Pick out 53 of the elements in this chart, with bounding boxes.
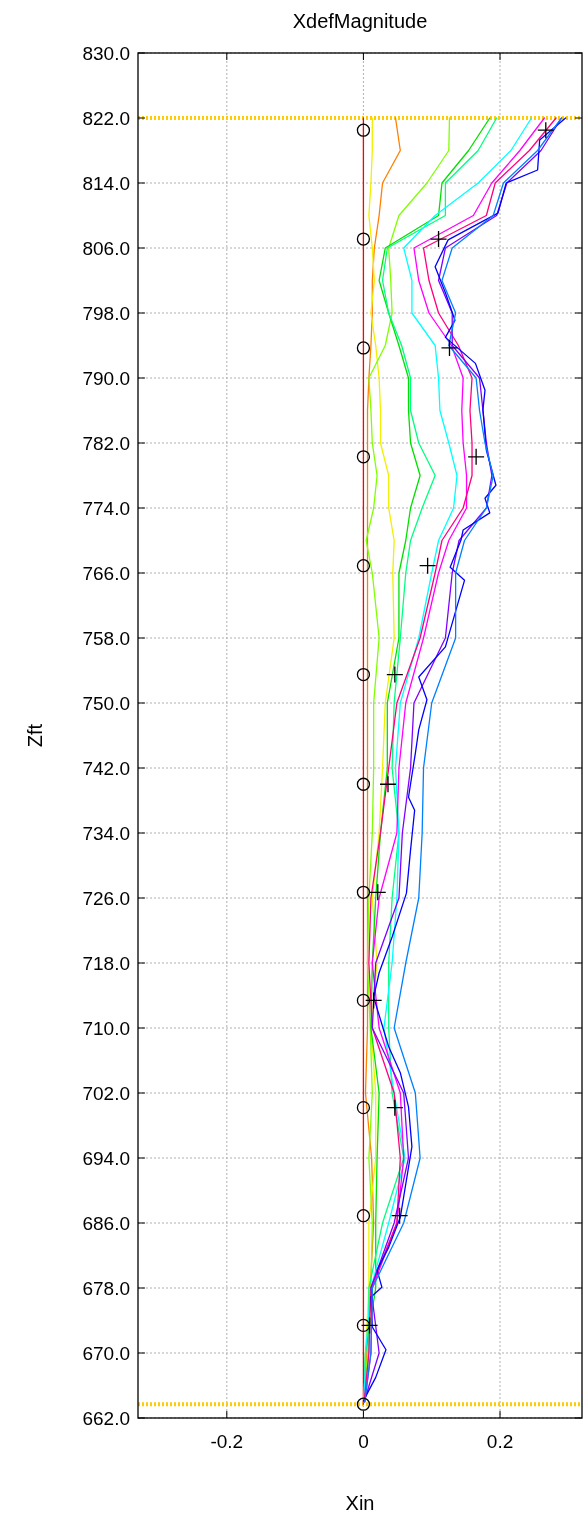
y-tick-label: 750.0 [82, 692, 130, 714]
x-tick-label: -0.2 [210, 1431, 244, 1452]
y-tick-label: 710.0 [82, 1017, 130, 1039]
y-tick-label: 718.0 [82, 952, 130, 974]
point [356, 450, 371, 464]
y-tick-label: 670.0 [82, 1342, 130, 1364]
point [356, 559, 371, 573]
y-tick-label: 774.0 [82, 497, 130, 519]
y-tick-label: 830.0 [82, 42, 130, 64]
y-tick-label: 806.0 [82, 237, 130, 259]
point [356, 993, 371, 1008]
point [386, 1098, 404, 1117]
point [356, 885, 371, 899]
point [356, 777, 371, 791]
y-axis-title: Zft [24, 723, 46, 748]
point [369, 883, 387, 901]
point [356, 341, 371, 355]
point [390, 1207, 409, 1225]
chart-title: XdefMagnitude [292, 10, 428, 32]
point [356, 1209, 371, 1223]
x-tick-label: 0 [358, 1431, 369, 1452]
y-tick-label: 678.0 [82, 1277, 130, 1299]
y-tick-label: 758.0 [82, 627, 130, 649]
point [467, 448, 485, 466]
y-tick-label: 734.0 [82, 822, 130, 844]
point [356, 1100, 371, 1115]
point [356, 667, 371, 682]
point [356, 1397, 371, 1411]
point [386, 665, 404, 684]
point [356, 1318, 371, 1333]
point [356, 123, 371, 137]
point [537, 121, 555, 139]
x-axis-title: Xin [345, 1492, 375, 1514]
y-tick-label: 798.0 [82, 302, 130, 324]
point [429, 230, 448, 248]
y-tick-label: 814.0 [82, 172, 130, 194]
y-tick-label: 726.0 [82, 887, 130, 909]
x-tick-label: 0.2 [486, 1431, 514, 1452]
y-tick-label: 782.0 [82, 432, 130, 454]
y-tick-label: 694.0 [82, 1147, 130, 1169]
y-tick-label: 686.0 [82, 1212, 130, 1234]
y-tick-label: 790.0 [82, 367, 130, 389]
y-tick-label: 742.0 [82, 757, 130, 779]
point [356, 232, 371, 246]
y-tick-label: 766.0 [82, 562, 130, 584]
point [440, 339, 459, 357]
y-tick-label: 702.0 [82, 1082, 130, 1104]
point [418, 557, 437, 575]
point [379, 775, 397, 793]
point [360, 1316, 379, 1335]
y-tick-label: 822.0 [82, 107, 130, 129]
y-tick-label: 662.0 [82, 1407, 130, 1429]
point [365, 991, 383, 1010]
